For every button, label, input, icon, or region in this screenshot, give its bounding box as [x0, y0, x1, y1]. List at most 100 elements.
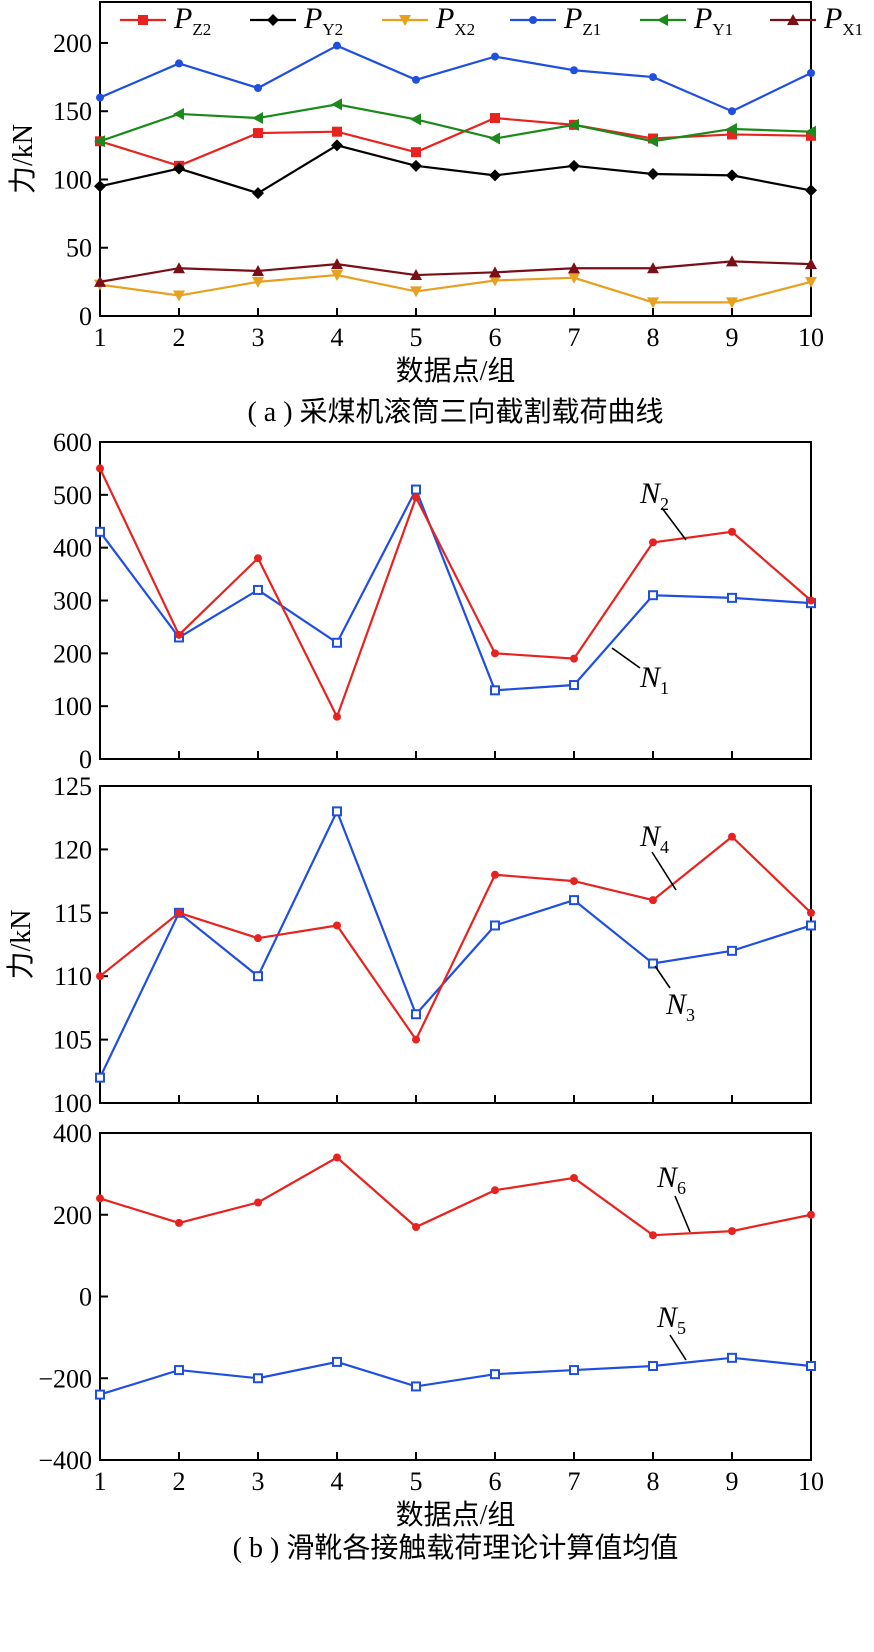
legend-label-P_Y1-main: P — [693, 2, 712, 35]
data-point-P_Z2 — [490, 113, 500, 124]
data-point-P_X2 — [805, 276, 817, 288]
legend-marker — [399, 15, 411, 26]
data-point-N_1 — [253, 584, 263, 595]
series-line-N_2 — [99, 467, 812, 720]
x-tick-label: 3 — [252, 323, 265, 352]
data-point-N_6 — [491, 1186, 499, 1195]
data-point-P_X1 — [331, 258, 343, 270]
annotation-label-N_5-sub: 5 — [677, 1318, 686, 1338]
legend-label-P_X1-main: P — [823, 2, 842, 35]
data-point-P_Z1 — [254, 84, 262, 93]
y-tick-label: 200 — [53, 1201, 92, 1230]
data-point-N_3 — [806, 920, 816, 931]
y-tick-label: 200 — [53, 29, 92, 58]
data-point-N_5 — [174, 1365, 184, 1376]
legend-label-P_Z2: PZ2 — [173, 2, 211, 39]
series-line-P_X1 — [99, 260, 812, 283]
annotation-label-N_6: N6 — [656, 1161, 686, 1198]
series-line-N_6 — [99, 1156, 812, 1237]
data-point-N_1 — [95, 526, 105, 537]
legend-label-P_Y2: PY2 — [303, 2, 343, 39]
data-point-N_3 — [95, 1072, 105, 1083]
data-point-P_Z2 — [411, 147, 421, 158]
x-tick-label: 1 — [94, 1467, 107, 1496]
data-point-P_Z1 — [649, 73, 657, 82]
data-point-P_Z1 — [570, 66, 578, 75]
data-point-P_X1 — [410, 269, 422, 281]
x-tick-label: 2 — [173, 1467, 186, 1496]
data-point-P_Y2 — [173, 162, 185, 175]
data-point-N_5 — [727, 1352, 737, 1363]
legend-marker — [657, 14, 668, 26]
data-point-N_4 — [96, 972, 104, 981]
annotation-label-N_3-sub: 3 — [686, 1005, 695, 1025]
data-point-P_X1 — [726, 255, 738, 267]
series-line-P_X2 — [99, 273, 812, 304]
legend-label-P_X1: PX1 — [823, 2, 863, 39]
data-point-P_Y1 — [568, 118, 579, 131]
data-point-N_1 — [648, 590, 658, 601]
annotation-label-N_1-sub: 1 — [660, 678, 669, 698]
y-tick-label: 50 — [66, 234, 92, 263]
data-point-N_4 — [333, 921, 341, 930]
y-tick-label: 100 — [53, 165, 92, 194]
y-tick-label: 100 — [53, 1089, 92, 1118]
data-point-P_Z1 — [412, 75, 420, 84]
data-point-P_Y1 — [252, 112, 263, 125]
y-tick-label: 0 — [79, 745, 92, 774]
legend-label-P_Y2-main: P — [303, 2, 322, 35]
data-point-N_3 — [253, 971, 263, 982]
data-point-P_Z1 — [491, 52, 499, 61]
data-point-P_X2 — [568, 272, 580, 284]
legend-label-P_Z2-sub: Z2 — [192, 20, 211, 39]
legend-label-P_Z1: PZ1 — [563, 2, 601, 39]
data-point-N_5 — [95, 1389, 105, 1400]
annotation-label-N_5-main: N — [656, 1301, 679, 1334]
data-point-N_6 — [333, 1153, 341, 1162]
legend-label-P_Y2-sub: Y2 — [322, 20, 343, 39]
y-tick-label: 300 — [53, 587, 92, 616]
annotation-leader-N_6 — [674, 1195, 691, 1233]
x-tick-label: 8 — [647, 323, 660, 352]
annotation-label-N_2-sub: 2 — [660, 494, 669, 514]
chart-panel-b3: −400 −200 0 200 400 1 2 3 4 5 6 7 8 9 10 数据点/组( b ) 滑靴各… — [38, 1119, 824, 1564]
data-point-N_2 — [254, 554, 262, 563]
y-tick-label: 110 — [54, 962, 92, 991]
data-point-P_X2 — [726, 297, 738, 309]
plot-frame — [99, 1, 812, 317]
legend-marker — [529, 16, 537, 24]
x-tick-label: 7 — [568, 1467, 581, 1496]
data-point-N_2 — [333, 712, 341, 721]
data-point-P_Z2 — [332, 126, 342, 137]
legend-label-P_Z2-main: P — [173, 2, 192, 35]
data-point-P_Y1 — [173, 107, 184, 120]
x-tick-label: 5 — [410, 1467, 423, 1496]
series-line-P_Z2 — [99, 116, 812, 167]
data-point-P_X1 — [568, 262, 580, 274]
y-tick-label: 150 — [53, 97, 92, 126]
x-axis-label: 数据点/组 — [396, 355, 516, 387]
y-axis-label: 力/kN — [7, 124, 39, 194]
data-point-P_X2 — [489, 275, 501, 287]
data-point-N_2 — [807, 596, 815, 605]
y-tick-label: 120 — [53, 835, 92, 864]
x-tick-label: 5 — [410, 323, 423, 352]
y-tick-label: 115 — [54, 899, 92, 928]
annotation-label-N_2-main: N — [639, 477, 662, 510]
legend-label-P_Z1-main: P — [563, 2, 582, 35]
plot-frame — [99, 785, 812, 1104]
series-line-N_3 — [99, 808, 812, 1079]
data-point-P_Y1 — [726, 122, 737, 135]
chart-panel-a: 0 50 100 150 200 1 2 3 4 5 6 7 8 9 10 数据点/组 ( a ) 采煤机滚筒三… — [7, 1, 863, 428]
legend-entry-P_Z1: PZ1 — [510, 2, 601, 39]
legend-label-P_Z1-sub: Z1 — [582, 20, 601, 39]
data-point-N_3 — [648, 958, 658, 969]
data-point-P_X1 — [94, 275, 106, 287]
data-point-N_2 — [96, 464, 104, 473]
series-line-P_Z1 — [99, 44, 812, 113]
data-point-P_X1 — [805, 258, 817, 270]
data-point-P_Z1 — [728, 107, 736, 116]
y-tick-label: 400 — [53, 534, 92, 563]
